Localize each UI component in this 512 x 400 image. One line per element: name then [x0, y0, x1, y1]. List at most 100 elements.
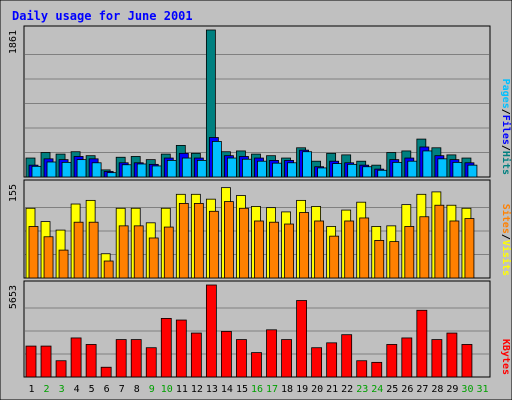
x-tick-label: 11 — [176, 384, 188, 395]
bar-sites-day-26 — [404, 226, 415, 279]
x-tick-label: 31 — [476, 384, 488, 395]
legend-visits-sites: Sites/Visits — [500, 204, 512, 276]
bar-pages-day-16 — [257, 160, 267, 178]
bar-kbytes-day-21 — [326, 342, 338, 378]
legend-entry: Sites — [500, 204, 512, 234]
bar-kbytes-day-14 — [221, 331, 232, 378]
bar-sites-day-6 — [103, 260, 114, 279]
legend-entry: Hits — [500, 151, 512, 175]
bar-kbytes-day-8 — [130, 339, 142, 378]
x-tick-label: 25 — [386, 384, 398, 395]
x-tick-label: 21 — [326, 384, 338, 395]
bar-pages-day-22 — [347, 163, 358, 178]
bar-sites-day-18 — [284, 223, 294, 279]
bar-pages-day-17 — [272, 162, 282, 178]
x-tick-label: 12 — [191, 384, 203, 395]
bar-pages-day-6 — [106, 172, 117, 178]
bar-kbytes-day-5 — [85, 344, 97, 378]
bar-kbytes-day-24 — [371, 361, 383, 378]
x-tick-label: 30 — [461, 384, 473, 395]
bar-pages-day-14 — [227, 157, 237, 178]
x-tick-label: 1 — [29, 384, 35, 395]
x-tick-label: 8 — [134, 384, 140, 395]
bar-kbytes-day-18 — [281, 339, 292, 378]
legend-entry: Visits — [500, 240, 512, 276]
x-tick-label: 27 — [416, 384, 428, 395]
bar-pages-day-30 — [467, 164, 478, 178]
bar-sites-day-24 — [374, 239, 385, 279]
bar-sites-day-1 — [28, 226, 39, 279]
bar-pages-day-4 — [76, 159, 87, 178]
bar-sites-day-19 — [299, 212, 309, 279]
bar-sites-day-2 — [43, 236, 54, 279]
x-tick-label: 9 — [149, 384, 155, 395]
bar-sites-day-15 — [239, 207, 249, 279]
bar-pages-day-23 — [362, 166, 373, 178]
bar-kbytes-day-27 — [416, 309, 428, 378]
bar-sites-day-11 — [178, 203, 189, 279]
bar-pages-day-19 — [302, 151, 312, 178]
bar-sites-day-23 — [359, 217, 370, 279]
bar-pages-day-26 — [407, 160, 418, 178]
x-tick-label: 24 — [371, 384, 383, 395]
legend-entry: / — [500, 109, 511, 115]
y-max-label: 155 — [8, 184, 19, 202]
x-tick-label: 19 — [296, 384, 308, 395]
bar-kbytes-day-19 — [296, 300, 307, 378]
x-tick-label: 26 — [401, 384, 413, 395]
bar-sites-day-28 — [434, 204, 445, 279]
bar-pages-day-21 — [332, 163, 343, 178]
bar-kbytes-day-23 — [356, 360, 368, 378]
bar-kbytes-day-17 — [266, 329, 277, 378]
x-axis-labels: 1 2 3 4 5 6 7 8 9 10 11 12 13 14 15 16 17 18 19 20 21 22 23 24 2… — [29, 384, 489, 395]
bar-kbytes-day-16 — [251, 352, 262, 378]
bar-sites-day-22 — [344, 220, 355, 279]
bar-sites-day-20 — [314, 220, 325, 279]
bar-kbytes-day-9 — [145, 347, 157, 378]
bar-pages-day-7 — [121, 164, 132, 178]
panel-visits-sites: 155 Sites/Visits — [8, 179, 512, 279]
bar-sites-day-13 — [208, 210, 219, 279]
bar-sites-day-8 — [133, 225, 144, 279]
bar-kbytes-day-4 — [70, 337, 82, 378]
x-tick-label: 14 — [221, 384, 233, 395]
bar-sites-day-10 — [163, 226, 174, 279]
x-tick-label: 6 — [104, 384, 110, 395]
bar-kbytes-day-25 — [386, 344, 398, 378]
bar-pages-day-8 — [136, 163, 147, 178]
bar-sites-day-9 — [148, 237, 159, 279]
bar-sites-day-3 — [58, 249, 69, 279]
bar-sites-day-4 — [73, 221, 84, 279]
bar-pages-day-20 — [317, 167, 328, 178]
bar-pages-day-10 — [166, 160, 177, 178]
plot-area — [23, 25, 491, 178]
legend-entry: KBytes — [500, 339, 511, 375]
bar-pages-day-5 — [91, 162, 102, 178]
bar-pages-day-3 — [61, 161, 72, 178]
bar-kbytes-day-1 — [25, 345, 37, 378]
bar-sites-day-12 — [193, 203, 204, 279]
bar-pages-day-9 — [151, 165, 162, 178]
bar-kbytes-day-20 — [311, 347, 323, 378]
bar-kbytes-day-26 — [401, 337, 413, 378]
bar-kbytes-day-6 — [100, 366, 112, 378]
x-tick-label: 15 — [236, 384, 248, 395]
legend-hits-files-pages: Pages/Files/Hits — [500, 79, 512, 175]
legend-entry: / — [500, 234, 511, 240]
legend-entry: Files — [500, 115, 512, 145]
legend-entry: / — [500, 145, 511, 151]
bar-pages-day-11 — [181, 157, 192, 178]
legend-kbytes: KBytes — [500, 339, 511, 375]
bar-kbytes-day-28 — [431, 339, 443, 378]
x-tick-label: 16 — [251, 384, 263, 395]
bar-kbytes-day-10 — [160, 318, 172, 378]
bar-sites-day-29 — [449, 220, 460, 279]
x-tick-label: 2 — [44, 384, 50, 395]
bar-pages-day-29 — [452, 161, 463, 178]
x-tick-label: 7 — [119, 384, 125, 395]
legend-entry: Pages — [500, 79, 511, 109]
bar-sites-day-7 — [118, 225, 129, 279]
x-tick-label: 18 — [281, 384, 293, 395]
